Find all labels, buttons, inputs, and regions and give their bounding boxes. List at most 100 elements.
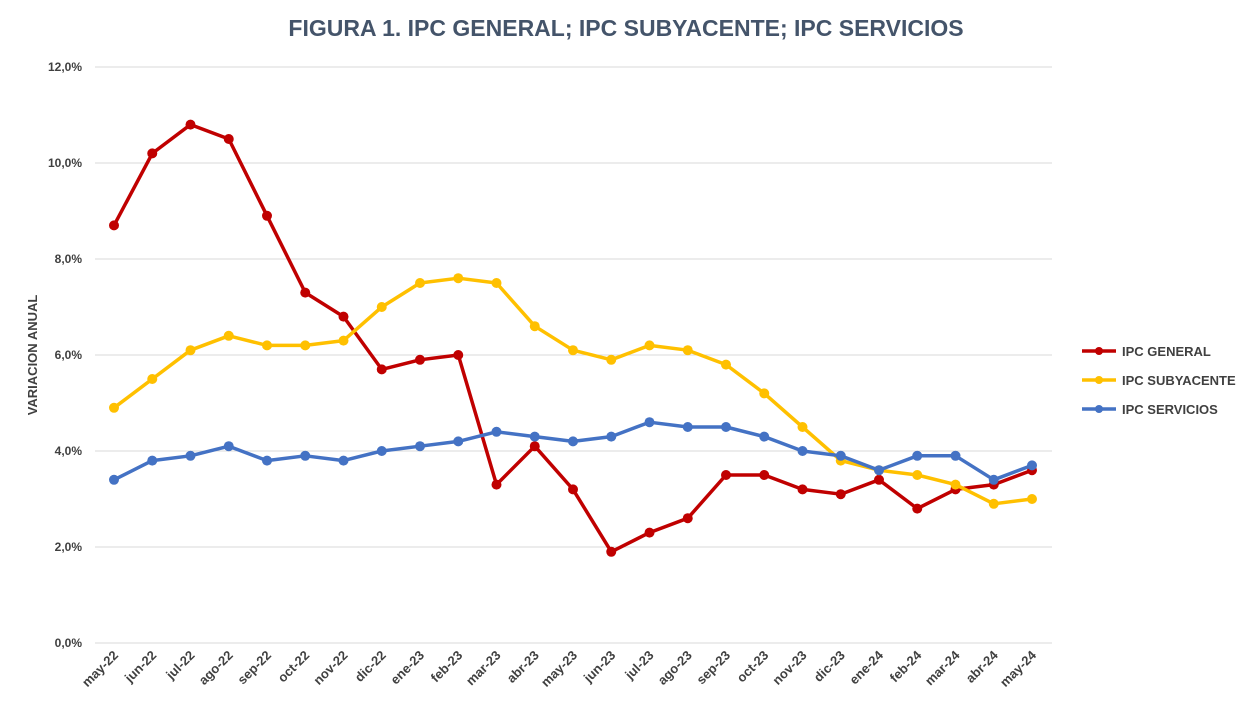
x-tick-label: ago-22 (196, 648, 236, 688)
x-tick-label: oct-22 (275, 648, 313, 686)
data-point (529, 431, 540, 442)
data-point (912, 503, 923, 514)
y-axis-ticks: 0,0% 2,0% 4,0% 6,0% 8,0% 10,0% 12,0% (48, 60, 82, 650)
legend-marker (1095, 405, 1103, 413)
y-tick-label: 10,0% (48, 156, 82, 170)
data-point (568, 484, 578, 495)
data-point (568, 436, 578, 447)
data-point (721, 359, 731, 370)
data-point (338, 311, 349, 322)
y-tick-label: 6,0% (55, 348, 83, 362)
x-tick-label: mar-24 (922, 647, 963, 688)
data-point (606, 546, 617, 557)
x-tick-label: nov-23 (769, 648, 809, 688)
gridlines (95, 66, 1052, 644)
x-tick-label: jul-22 (162, 648, 197, 683)
data-point (912, 470, 923, 480)
data-point (185, 345, 196, 356)
data-point (262, 340, 272, 351)
data-point (912, 450, 923, 461)
data-point (300, 287, 311, 298)
data-point (759, 388, 770, 399)
data-point (262, 210, 272, 221)
x-tick-label: jun-23 (580, 648, 618, 686)
data-point (147, 374, 158, 384)
x-tick-label: may-22 (79, 648, 121, 690)
series-ipc-servicios (109, 417, 1037, 485)
data-point (644, 417, 655, 428)
x-tick-label: may-24 (997, 647, 1040, 690)
data-point (529, 321, 540, 332)
legend-item: IPC GENERAL (1082, 344, 1211, 359)
x-tick-label: oct-23 (734, 648, 772, 686)
data-point (453, 436, 464, 447)
series-line (112, 276, 1034, 506)
x-tick-label: jul-23 (621, 648, 656, 683)
data-point (453, 350, 464, 360)
data-point (147, 148, 158, 159)
data-point (644, 527, 655, 538)
data-point (529, 441, 540, 452)
legend-label: IPC GENERAL (1122, 344, 1211, 359)
data-point (835, 489, 846, 500)
legend-label: IPC SERVICIOS (1122, 402, 1218, 417)
data-point (568, 345, 578, 356)
data-point (759, 431, 770, 442)
data-point (1027, 494, 1037, 504)
legend-marker (1095, 376, 1103, 384)
data-point (185, 450, 196, 461)
x-tick-label: abr-23 (504, 648, 542, 686)
legend-marker (1095, 347, 1103, 355)
data-point (491, 278, 502, 288)
data-point (874, 474, 884, 485)
x-tick-label: sep-23 (693, 648, 733, 688)
data-point (109, 474, 119, 485)
x-tick-label: ago-23 (655, 648, 695, 688)
series-group (109, 119, 1037, 557)
x-tick-label: feb-24 (887, 647, 925, 685)
data-point (835, 450, 846, 461)
x-tick-label: feb-23 (428, 648, 466, 686)
data-point (338, 455, 349, 466)
x-tick-label: may-23 (538, 648, 580, 690)
x-tick-label: sep-22 (234, 648, 274, 688)
data-point (797, 446, 808, 456)
data-point (376, 446, 387, 456)
data-point (185, 119, 196, 130)
data-point (682, 513, 693, 524)
x-tick-label: dic-23 (811, 648, 848, 685)
x-tick-label: ene-23 (387, 648, 427, 688)
data-point (1027, 460, 1037, 471)
series-ipc-subyacente (109, 273, 1037, 509)
data-point (223, 134, 234, 144)
x-tick-label: jun-22 (121, 648, 159, 686)
data-point (376, 364, 387, 375)
data-point (721, 422, 731, 432)
data-point (606, 431, 617, 442)
x-tick-label: mar-23 (463, 648, 504, 689)
x-tick-label: nov-22 (310, 648, 350, 688)
y-tick-label: 0,0% (55, 636, 83, 650)
y-tick-label: 12,0% (48, 60, 82, 74)
x-tick-label: dic-22 (352, 648, 389, 685)
data-point (109, 402, 119, 413)
data-point (491, 479, 502, 490)
x-tick-label: abr-24 (963, 647, 1002, 686)
data-point (415, 278, 425, 288)
series-ipc-general (109, 119, 1037, 557)
data-point (376, 302, 387, 312)
y-tick-label: 2,0% (55, 540, 83, 554)
y-axis-label: VARIACION ANUAL (25, 295, 40, 416)
data-point (797, 484, 808, 495)
data-point (721, 470, 731, 480)
x-tick-label: ene-24 (846, 647, 886, 687)
legend-label: IPC SUBYACENTE (1122, 373, 1236, 388)
y-tick-label: 4,0% (55, 444, 83, 458)
chart-title: FIGURA 1. IPC GENERAL; IPC SUBYACENTE; I… (288, 15, 963, 41)
data-point (415, 354, 425, 365)
data-point (223, 441, 234, 452)
data-point (109, 220, 119, 231)
